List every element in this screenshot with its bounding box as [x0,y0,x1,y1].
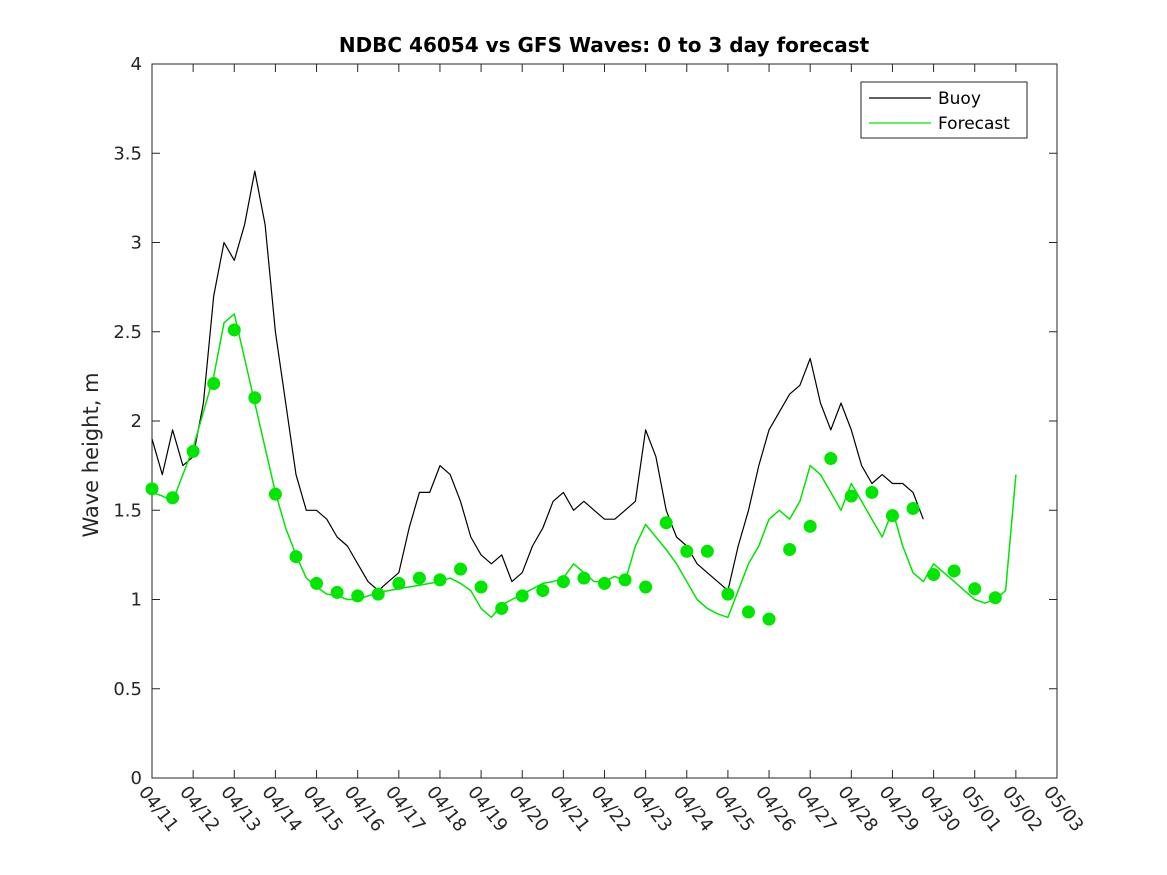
forecast-marker [392,576,406,590]
forecast-marker [988,591,1002,605]
forecast-marker [885,509,899,523]
plot-area: 00.511.522.533.5404/1104/1204/1304/1404/… [113,54,1087,836]
y-tick-label: 1.5 [113,500,142,521]
forecast-marker [371,587,385,601]
x-tick-label: 04/23 [628,782,676,836]
x-tick-label: 04/25 [710,782,758,836]
forecast-marker [783,543,797,557]
forecast-marker [659,516,673,530]
x-tick-label: 04/22 [587,782,635,836]
legend-forecast-label: Forecast [938,114,1010,134]
x-tick-label: 04/18 [422,782,470,836]
y-tick-label: 4 [131,54,142,75]
legend-buoy-label: Buoy [938,89,981,109]
forecast-marker [803,519,817,533]
forecast-marker [495,601,509,615]
y-tick-label: 3 [131,233,142,254]
legend: Buoy Forecast [860,81,1028,139]
forecast-marker [680,544,694,558]
x-tick-label: 04/24 [669,782,717,836]
y-tick-label: 3.5 [113,143,142,164]
x-tick-label: 04/15 [299,782,347,836]
y-tick-label: 2.5 [113,322,142,343]
y-tick-label: 0 [131,768,142,789]
x-tick-label: 04/11 [134,782,182,836]
forecast-marker [268,487,282,501]
buoy-line [151,170,924,592]
forecast-marker [289,550,303,564]
forecast-marker [556,575,570,589]
forecast-marker [474,580,488,594]
y-tick-label: 0.5 [113,679,142,700]
forecast-marker [454,562,468,576]
forecast-marker [515,589,529,603]
forecast-marker [330,585,344,599]
forecast-marker [824,451,838,465]
x-tick-label: 04/21 [545,782,593,836]
forecast-marker [248,391,262,405]
x-tick-label: 04/19 [463,782,511,836]
legend-box [860,81,1028,139]
forecast-marker [762,612,776,626]
forecast-marker [577,571,591,585]
x-tick-label: 04/26 [751,782,799,836]
x-tick-label: 04/12 [175,782,223,836]
forecast-marker [700,544,714,558]
forecast-marker [947,564,961,578]
x-tick-label: 04/16 [340,782,388,836]
x-tick-label: 05/01 [957,782,1005,836]
forecast-marker [412,571,426,585]
forecast-marker [721,587,735,601]
y-axis-label: Wave height, m [79,372,103,537]
x-tick-label: 04/17 [381,782,429,836]
forecast-marker [207,377,221,391]
forecast-marker [844,489,858,503]
y-tick-label: 1 [131,590,142,611]
forecast-marker [865,485,879,499]
chart-title: NDBC 46054 vs GFS Waves: 0 to 3 day fore… [339,33,870,57]
x-tick-label: 04/30 [916,782,964,836]
forecast-marker [145,482,159,496]
forecast-marker [968,582,982,596]
forecast-marker [906,501,920,515]
forecast-marker [310,576,324,590]
forecast-marker [186,444,200,458]
x-tick-label: 04/28 [833,782,881,836]
forecast-marker [741,605,755,619]
forecast-marker [536,584,550,598]
x-tick-label: 04/27 [792,782,840,836]
forecast-marker [351,589,365,603]
forecast-marker [598,576,611,590]
x-tick-label: 05/02 [998,782,1046,836]
x-tick-label: 04/20 [504,782,552,836]
x-tick-label: 05/03 [1039,782,1087,836]
forecast-marker [433,573,447,587]
forecast-marker [618,573,632,587]
x-tick-label: 04/14 [257,782,305,836]
x-tick-label: 04/13 [216,782,264,836]
forecast-marker [166,491,180,505]
forecast-marker [227,323,241,337]
x-tick-label: 04/29 [875,782,923,836]
forecast-marker [639,580,653,594]
forecast-marker [927,568,941,582]
y-tick-label: 2 [131,411,142,432]
